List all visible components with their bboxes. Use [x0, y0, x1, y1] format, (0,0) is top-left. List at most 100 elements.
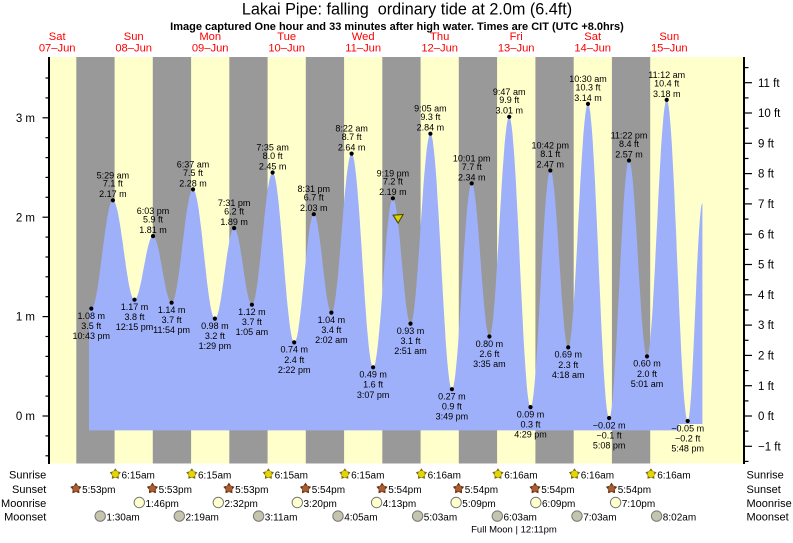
svg-text:0 m: 0 m: [16, 411, 35, 423]
svg-text:2.34 m: 2.34 m: [458, 172, 486, 182]
svg-text:Tue: Tue: [277, 31, 296, 43]
svg-text:6:03am: 6:03am: [504, 513, 537, 524]
svg-text:3.2 ft: 3.2 ft: [205, 331, 226, 341]
svg-text:Lakai Pipe: falling ordinary: Lakai Pipe: falling ordinary tide at 2.0…: [242, 1, 572, 19]
svg-text:3.01 m: 3.01 m: [495, 106, 523, 116]
svg-text:Sat: Sat: [584, 31, 602, 43]
svg-text:2.4 ft: 2.4 ft: [284, 355, 305, 365]
svg-text:09–Jun: 09–Jun: [192, 43, 229, 55]
svg-text:3 m: 3 m: [16, 113, 35, 125]
svg-text:1:05 am: 1:05 am: [236, 327, 269, 337]
svg-text:4:18 am: 4:18 am: [552, 370, 585, 380]
svg-text:9.3 ft: 9.3 ft: [420, 112, 441, 122]
svg-text:9:05 am: 9:05 am: [414, 104, 447, 114]
svg-text:2:19am: 2:19am: [186, 513, 219, 524]
svg-text:5:09pm: 5:09pm: [462, 499, 495, 510]
svg-text:6:03 pm: 6:03 pm: [137, 206, 170, 216]
svg-text:Sunset: Sunset: [747, 484, 781, 496]
svg-text:Moonset: Moonset: [747, 512, 789, 524]
svg-text:5:54pm: 5:54pm: [388, 485, 421, 496]
svg-text:2.0 ft: 2.0 ft: [637, 369, 658, 379]
svg-text:1 m: 1 m: [16, 312, 35, 324]
svg-text:0.3 ft: 0.3 ft: [520, 420, 541, 430]
svg-text:Sun: Sun: [124, 31, 144, 43]
svg-text:1.14 m: 1.14 m: [158, 305, 186, 315]
svg-text:1.12 m: 1.12 m: [238, 307, 266, 317]
svg-text:7:10pm: 7:10pm: [622, 499, 655, 510]
svg-text:−0.05 m: −0.05 m: [671, 423, 704, 433]
svg-text:5:54pm: 5:54pm: [312, 485, 345, 496]
svg-text:Wed: Wed: [352, 31, 375, 43]
svg-text:−0.1 ft: −0.1 ft: [596, 430, 622, 440]
svg-text:Moonrise: Moonrise: [747, 498, 792, 510]
svg-text:6:16am: 6:16am: [504, 471, 537, 482]
svg-text:14–Jun: 14–Jun: [574, 43, 611, 55]
svg-text:9 ft: 9 ft: [758, 138, 775, 150]
svg-text:Fri: Fri: [510, 31, 523, 43]
svg-text:3.14 m: 3.14 m: [574, 93, 602, 103]
svg-text:−1 ft: −1 ft: [758, 441, 782, 453]
svg-text:13–Jun: 13–Jun: [498, 43, 535, 55]
svg-text:5:53pm: 5:53pm: [159, 485, 192, 496]
svg-text:6.7 ft: 6.7 ft: [304, 193, 325, 203]
svg-text:7:35 am: 7:35 am: [256, 143, 289, 153]
svg-text:Sun: Sun: [659, 31, 679, 43]
svg-text:12:15 pm: 12:15 pm: [116, 322, 154, 332]
svg-text:6:15am: 6:15am: [275, 471, 308, 482]
svg-text:08–Jun: 08–Jun: [115, 43, 152, 55]
svg-text:0.27 m: 0.27 m: [438, 392, 466, 402]
svg-text:−0.2 ft: −0.2 ft: [675, 433, 701, 443]
svg-text:6:16am: 6:16am: [428, 471, 461, 482]
svg-text:12–Jun: 12–Jun: [421, 43, 458, 55]
svg-text:2.28 m: 2.28 m: [179, 178, 207, 188]
svg-text:0.9 ft: 0.9 ft: [442, 402, 463, 412]
svg-text:Thu: Thu: [430, 31, 449, 43]
svg-text:5:01 am: 5:01 am: [631, 379, 664, 389]
svg-text:1.08 m: 1.08 m: [78, 311, 106, 321]
svg-text:3.8 ft: 3.8 ft: [124, 312, 145, 322]
svg-text:3:35 am: 3:35 am: [473, 359, 506, 369]
svg-text:Moonset: Moonset: [4, 512, 46, 524]
svg-text:5:54pm: 5:54pm: [541, 485, 574, 496]
svg-text:10:42 pm: 10:42 pm: [532, 141, 570, 151]
svg-text:9:47 am: 9:47 am: [493, 87, 526, 97]
svg-text:3:07 pm: 3:07 pm: [357, 390, 390, 400]
svg-text:8.4 ft: 8.4 ft: [619, 139, 640, 149]
svg-text:−0.02 m: −0.02 m: [593, 420, 626, 430]
svg-text:0 ft: 0 ft: [758, 411, 775, 423]
svg-text:7.1 ft: 7.1 ft: [103, 179, 124, 189]
svg-text:10.4 ft: 10.4 ft: [654, 78, 680, 88]
svg-text:10:30 am: 10:30 am: [569, 74, 607, 84]
svg-text:Sunrise: Sunrise: [9, 470, 46, 482]
svg-text:2.17 m: 2.17 m: [99, 189, 127, 199]
svg-text:6.2 ft: 6.2 ft: [224, 207, 245, 217]
svg-text:5:29 am: 5:29 am: [97, 170, 130, 180]
svg-text:3:11am: 3:11am: [265, 513, 298, 524]
svg-text:9:19 pm: 9:19 pm: [377, 168, 410, 178]
svg-text:3.7 ft: 3.7 ft: [162, 315, 183, 325]
svg-text:1.81 m: 1.81 m: [139, 225, 167, 235]
svg-text:2 ft: 2 ft: [758, 351, 775, 363]
svg-text:1.17 m: 1.17 m: [121, 302, 149, 312]
svg-text:Mon: Mon: [199, 31, 221, 43]
svg-text:7.5 ft: 7.5 ft: [183, 168, 204, 178]
svg-text:Sunset: Sunset: [12, 484, 46, 496]
svg-text:3.1 ft: 3.1 ft: [400, 336, 421, 346]
svg-text:6:15am: 6:15am: [198, 471, 231, 482]
svg-text:11:54 pm: 11:54 pm: [153, 325, 190, 335]
svg-text:3 ft: 3 ft: [758, 320, 775, 332]
svg-text:4:29 pm: 4:29 pm: [514, 430, 547, 440]
svg-text:8.1 ft: 8.1 ft: [540, 149, 561, 159]
svg-text:8:31 pm: 8:31 pm: [298, 184, 331, 194]
svg-text:8.7 ft: 8.7 ft: [342, 132, 363, 142]
svg-text:3:49 pm: 3:49 pm: [436, 412, 469, 422]
svg-text:0.09 m: 0.09 m: [517, 409, 545, 419]
svg-text:2 m: 2 m: [16, 212, 35, 224]
svg-text:Full Moon | 12:11pm: Full Moon | 12:11pm: [471, 525, 557, 536]
svg-text:5:54pm: 5:54pm: [465, 485, 498, 496]
svg-text:10–Jun: 10–Jun: [268, 43, 305, 55]
svg-text:5 ft: 5 ft: [758, 260, 775, 272]
svg-text:2:02 am: 2:02 am: [315, 335, 348, 345]
svg-text:2.47 m: 2.47 m: [537, 159, 565, 169]
svg-text:6:16am: 6:16am: [581, 471, 614, 482]
